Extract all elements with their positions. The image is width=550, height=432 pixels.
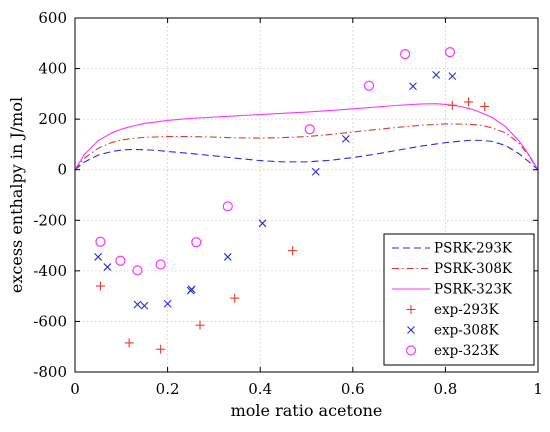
legend-marker [407, 326, 415, 334]
series-line-psrk-323k [74, 103, 539, 170]
marker-stroke [163, 299, 172, 308]
data-point-exp-323k [363, 80, 375, 91]
data-point-exp-323k [132, 265, 143, 276]
data-point-exp-308k [311, 167, 320, 176]
marker-stroke [258, 219, 267, 228]
legend-symbol-exp-293k [406, 305, 416, 314]
legend-marker [406, 305, 416, 314]
data-point-exp-308k [409, 82, 417, 91]
y-tick-label: -800 [33, 363, 67, 381]
data-point-exp-308k [103, 263, 112, 271]
data-point-exp-293k [156, 344, 166, 354]
y-axis-label: excess enthalpy in J/mol [7, 97, 26, 293]
marker-stroke [407, 326, 415, 334]
y-tick-label: -600 [33, 312, 67, 330]
data-point-exp-323k [95, 236, 106, 247]
data-point-exp-293k [95, 281, 105, 291]
x-tick-label: 0.8 [433, 380, 457, 398]
marker-stroke [311, 167, 320, 176]
marker-stroke [140, 301, 149, 310]
marker-stroke [223, 253, 232, 261]
marker-stroke [448, 72, 457, 81]
marker-stroke [103, 263, 112, 271]
data-point-exp-293k [447, 100, 457, 110]
series-line-psrk-293k [74, 139, 539, 171]
data-point-exp-308k [448, 72, 457, 81]
data-point-exp-308k [432, 71, 441, 79]
series-line-psrk-308k [74, 123, 539, 171]
data-point-exp-293k [464, 97, 474, 107]
marker-stroke [94, 253, 103, 261]
data-point-exp-308k [258, 219, 267, 228]
data-point-exp-308k [133, 300, 142, 309]
data-point-exp-293k [195, 320, 205, 330]
legend-label-psrk-323k: PSRK-323K [434, 282, 513, 298]
data-point-exp-308k [94, 253, 103, 261]
data-point-exp-293k [230, 293, 240, 303]
series-points-exp-308k [94, 71, 457, 310]
plot-series [74, 47, 539, 354]
legend-label-exp-293k: exp-293K [434, 302, 500, 318]
data-point-exp-308k [163, 299, 172, 308]
y-tick-label: 600 [38, 9, 67, 27]
x-tick-label: 1 [533, 380, 543, 398]
data-point-exp-323k [115, 255, 126, 266]
y-tick-label: 400 [38, 60, 67, 78]
series-points-exp-293k [95, 97, 490, 354]
data-point-exp-293k [480, 102, 490, 111]
data-point-exp-308k [187, 285, 196, 294]
data-point-exp-323k [444, 47, 456, 58]
data-point-exp-308k [341, 134, 350, 143]
series-points-exp-323k [95, 47, 456, 276]
legend-label-psrk-308k: PSRK-308K [434, 261, 513, 277]
legend-box [383, 233, 535, 366]
y-tick-label: 0 [57, 161, 67, 179]
x-tick-label: 0.6 [341, 380, 365, 398]
x-axis-label: mole ratio acetone [231, 401, 383, 420]
marker-stroke [432, 71, 441, 79]
data-point-exp-323k [304, 124, 315, 135]
data-point-exp-293k [124, 338, 134, 348]
data-point-exp-323k [155, 259, 166, 270]
x-tick-label: 0.2 [156, 380, 180, 398]
data-point-exp-323k [222, 201, 233, 212]
plot-frame [74, 17, 539, 373]
legend-label-psrk-293k: PSRK-293K [434, 241, 513, 257]
data-point-exp-293k [288, 246, 298, 256]
legend-marker [405, 345, 417, 356]
legend: PSRK-293K PSRK-308K PSRK-323K exp-293K exp-3… [383, 233, 535, 366]
x-tick-label: 0.4 [248, 380, 272, 398]
legend-symbol-exp-323k [405, 345, 417, 356]
data-point-exp-323k [191, 237, 202, 248]
marker-stroke [187, 285, 196, 294]
y-tick-label: -200 [33, 211, 67, 229]
y-tick-label: -400 [33, 262, 67, 280]
data-point-exp-308k [140, 301, 149, 310]
marker-stroke [341, 134, 350, 143]
y-tick-label: 200 [38, 110, 67, 128]
legend-label-exp-323k: exp-323K [434, 343, 500, 359]
legend-label-exp-308k: exp-308K [434, 323, 500, 339]
data-point-exp-323k [400, 49, 411, 60]
marker-stroke [133, 300, 142, 309]
x-tick-label: 0 [70, 380, 80, 398]
marker-stroke [409, 82, 417, 91]
axis-ticks: 0 0.2 0.4 0.6 0.8 1 -800 -600 -400 -200 0 200 400 600 [33, 9, 542, 398]
data-point-exp-308k [223, 253, 232, 261]
legend-symbol-exp-308k [407, 326, 415, 334]
